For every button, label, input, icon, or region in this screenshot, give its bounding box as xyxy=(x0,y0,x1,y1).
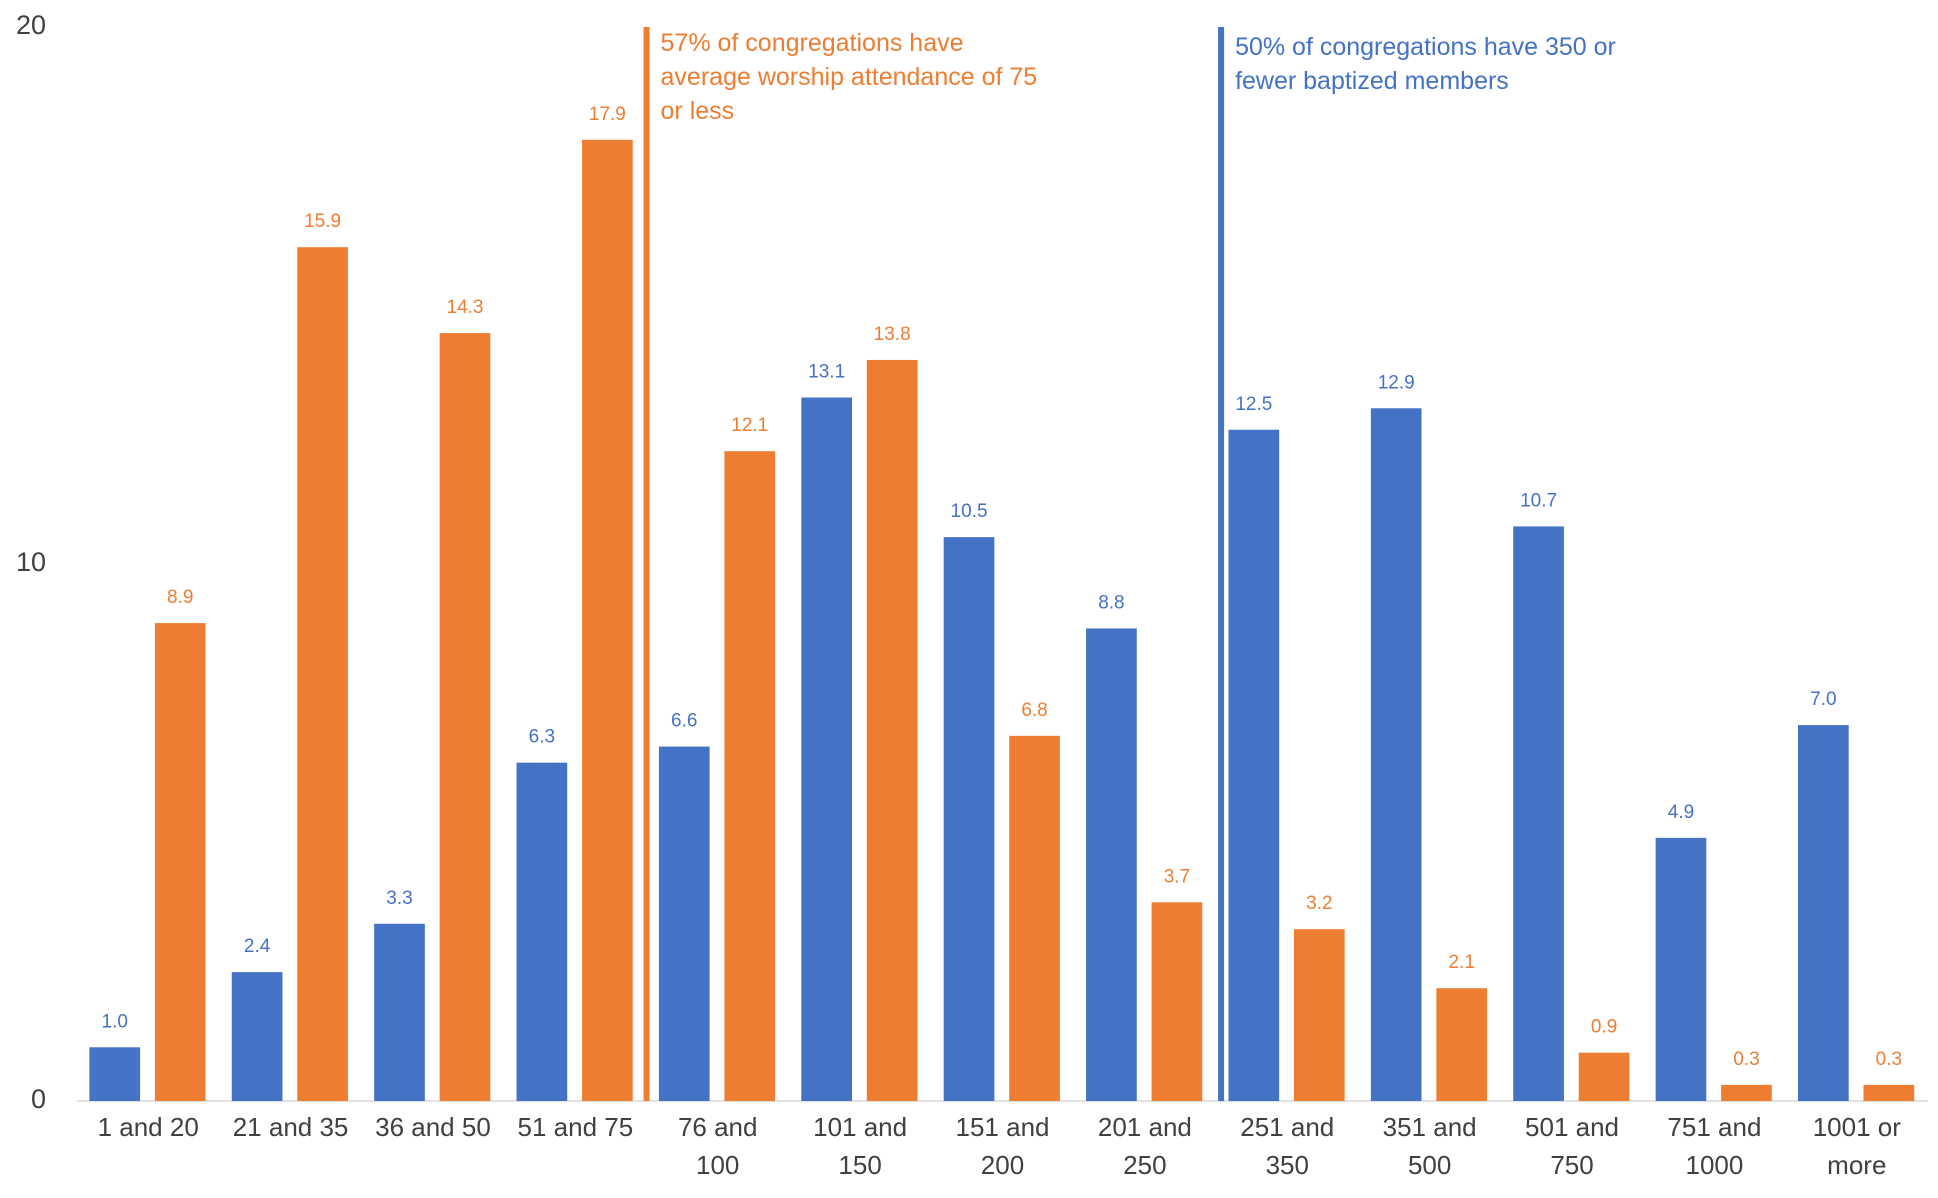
x-tick-label: 1001 or more xyxy=(1812,1112,1901,1180)
data-label: 0.9 xyxy=(1591,1017,1617,1038)
x-tick-label: 36 and 50 xyxy=(375,1112,491,1142)
data-label: 14.3 xyxy=(447,297,484,318)
data-label: 3.7 xyxy=(1164,866,1190,887)
bar xyxy=(516,762,568,1101)
data-label: 7.0 xyxy=(1810,689,1836,710)
data-label: 3.2 xyxy=(1306,893,1332,914)
x-tick-label: 101 and 150 xyxy=(813,1112,908,1180)
data-label: 12.1 xyxy=(731,415,768,436)
bar xyxy=(154,623,206,1101)
y-tick-label: 10 xyxy=(16,547,46,577)
bar xyxy=(801,397,852,1101)
bar xyxy=(1009,735,1060,1101)
data-label: 8.8 xyxy=(1098,592,1124,613)
bar xyxy=(374,923,425,1101)
bar xyxy=(439,333,491,1102)
x-tick-label: 1 and 20 xyxy=(97,1112,199,1142)
x-tick-label: 251 and 350 xyxy=(1240,1112,1335,1180)
bar xyxy=(1436,988,1488,1101)
y-tick-label: 20 xyxy=(16,10,46,40)
bar xyxy=(1513,526,1564,1101)
x-tick-label: 76 and 100 xyxy=(677,1112,758,1180)
data-label: 6.6 xyxy=(671,711,697,732)
annotation: 50% of congregations have 350 or fewer b… xyxy=(1235,33,1616,95)
bar xyxy=(1370,408,1422,1101)
data-label: 0.3 xyxy=(1876,1049,1902,1070)
data-label: 6.8 xyxy=(1021,700,1047,721)
bar xyxy=(1578,1052,1630,1101)
bar xyxy=(1293,929,1345,1101)
data-label: 13.1 xyxy=(808,362,845,383)
data-label: 15.9 xyxy=(304,211,341,232)
data-label: 10.7 xyxy=(1520,490,1557,511)
bar xyxy=(231,972,283,1101)
x-tick-label: 751 and 1000 xyxy=(1667,1112,1762,1180)
data-label: 12.5 xyxy=(1235,394,1272,415)
data-label: 0.3 xyxy=(1733,1049,1759,1070)
y-tick-label: 0 xyxy=(31,1084,46,1114)
x-tick-label: 351 and 500 xyxy=(1382,1112,1477,1180)
bar xyxy=(1798,725,1849,1101)
x-tick-label: 21 and 35 xyxy=(232,1112,349,1142)
bar xyxy=(1151,902,1203,1101)
x-tick-label: 501 and 750 xyxy=(1525,1112,1620,1180)
bar xyxy=(658,746,710,1101)
data-label: 2.4 xyxy=(244,936,271,957)
data-label: 10.5 xyxy=(951,501,988,522)
data-label: 1.0 xyxy=(102,1011,128,1032)
bar xyxy=(724,451,776,1102)
bar xyxy=(1721,1084,1772,1101)
data-label: 3.3 xyxy=(386,888,412,909)
bar xyxy=(582,139,633,1101)
x-tick-label: 201 and 250 xyxy=(1097,1112,1192,1180)
data-label: 2.1 xyxy=(1448,952,1474,973)
bar xyxy=(943,537,995,1101)
x-tick-label: 51 and 75 xyxy=(517,1112,634,1142)
data-label: 6.3 xyxy=(529,727,555,748)
bar xyxy=(1863,1084,1915,1101)
bar xyxy=(1228,429,1280,1101)
bar xyxy=(1655,837,1707,1101)
bar xyxy=(866,359,918,1101)
bar xyxy=(89,1047,141,1101)
data-label: 8.9 xyxy=(167,587,193,608)
data-label: 13.8 xyxy=(874,324,911,345)
bar xyxy=(297,247,348,1102)
bar xyxy=(1086,628,1137,1101)
x-tick-label: 151 and 200 xyxy=(955,1112,1050,1180)
data-label: 4.9 xyxy=(1668,802,1694,823)
data-label: 17.9 xyxy=(589,104,626,125)
data-label: 12.9 xyxy=(1378,372,1415,393)
annotation: 57% of congregations have average worshi… xyxy=(660,29,1038,125)
